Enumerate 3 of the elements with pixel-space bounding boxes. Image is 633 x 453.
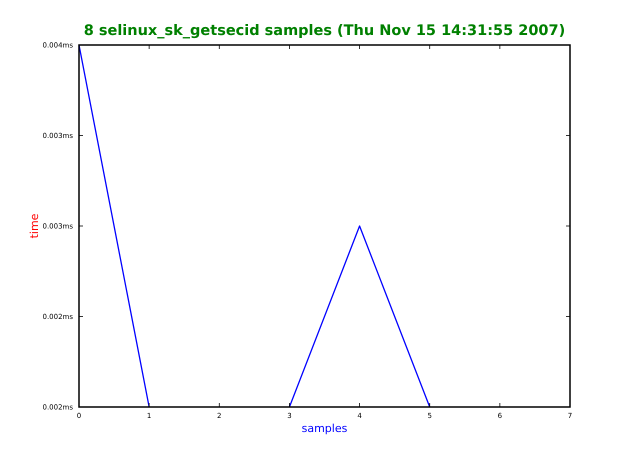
chart-title: 8 selinux_sk_getsecid samples (Thu Nov 15 14:31:55 2007) [84,23,566,39]
x-axis-title: samples [302,422,348,435]
y-axis-title: time [28,213,41,238]
